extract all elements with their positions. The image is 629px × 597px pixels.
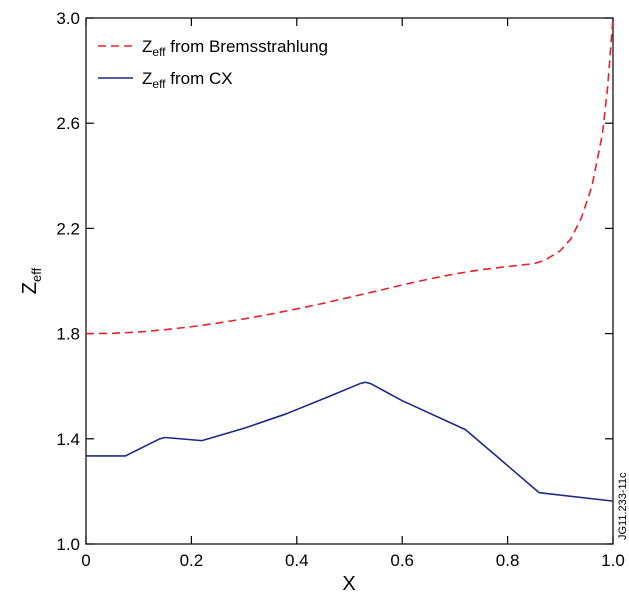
axis-tick-labels: 0 0.2 0.4 0.6 0.8 1.0 1.0 1.4 1.8 2.2 2.6 3.0 xyxy=(56,9,624,570)
series-layer xyxy=(85,17,614,502)
x-tick-label: 0.2 xyxy=(180,551,204,570)
y-tick-label: 3.0 xyxy=(56,9,80,28)
plot-frame xyxy=(85,17,614,545)
y-tick-label: 1.0 xyxy=(56,535,80,554)
x-tick-label: 0.6 xyxy=(390,551,414,570)
y-tick-label: 1.4 xyxy=(56,430,80,449)
legend-label-bremsstrahlung: Zeff from Bremsstrahlung xyxy=(142,37,328,59)
y-axis-title: Zeff xyxy=(19,267,44,294)
x-tick-label: 0.8 xyxy=(496,551,520,570)
legend-label-cx-main: Z xyxy=(142,69,152,88)
x-tick-label: 0 xyxy=(81,551,90,570)
y-axis-title-main: Z xyxy=(19,282,41,294)
legend-label-cx: Zeff from CX xyxy=(142,69,233,91)
figure-id-note: JG11.233-11c xyxy=(617,472,629,540)
series-line-cx xyxy=(86,381,614,502)
y-tick-label: 2.6 xyxy=(56,114,80,133)
axis-ticks xyxy=(85,17,614,545)
x-axis-title: X xyxy=(342,573,355,595)
x-tick-label: 0.4 xyxy=(285,551,309,570)
y-tick-label: 2.2 xyxy=(56,219,80,238)
legend-label-bremsstrahlung-main: Z xyxy=(142,37,152,56)
y-axis-title-sub: eff xyxy=(29,267,44,282)
svg-text:Zeff: Zeff xyxy=(19,267,44,294)
legend-label-cx-rest: from CX xyxy=(166,69,233,88)
legend: Zeff from Bremsstrahlung Zeff from CX xyxy=(98,37,328,91)
series-line-bremsstrahlung xyxy=(85,17,614,335)
legend-label-bremsstrahlung-rest: from Bremsstrahlung xyxy=(166,37,329,56)
y-tick-label: 1.8 xyxy=(56,325,80,344)
legend-label-cx-sub: eff xyxy=(152,77,166,91)
x-tick-label: 1.0 xyxy=(601,551,625,570)
legend-label-bremsstrahlung-sub: eff xyxy=(152,45,166,59)
